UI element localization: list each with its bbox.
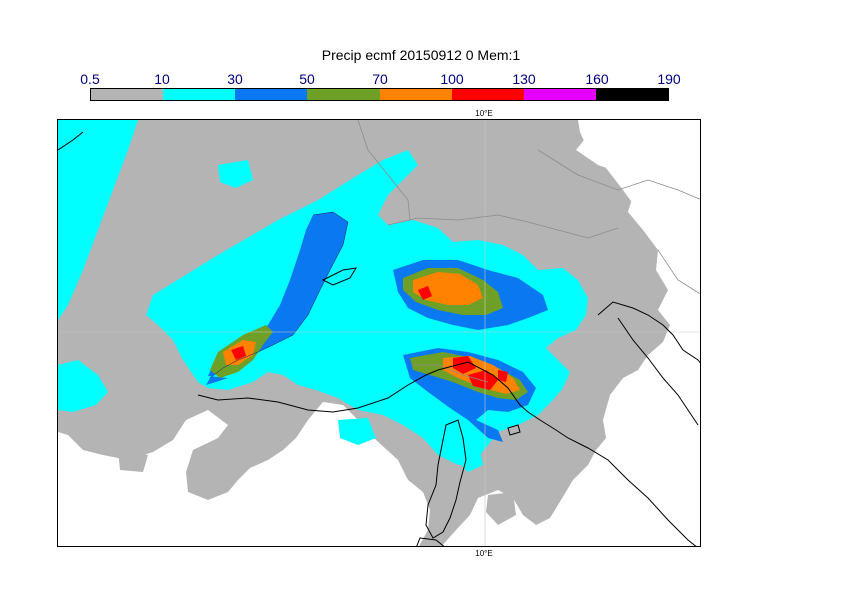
precip-band-1-patch-4 (338, 418, 376, 445)
band-2-outline (209, 211, 349, 379)
legend-tick-7: 160 (585, 71, 609, 87)
elba-island (507, 424, 521, 436)
country-border-2 (387, 214, 619, 239)
colorbar-segment-7 (595, 89, 668, 100)
corsica-island (425, 419, 467, 539)
colorbar-segment-5 (451, 89, 524, 100)
colorbar-segment-2 (235, 89, 308, 100)
precip-map (58, 120, 700, 546)
sardinia-island (416, 537, 445, 546)
legend-tick-2: 30 (227, 71, 243, 87)
colorbar-segment-3 (307, 89, 380, 100)
legend-tick-8: 190 (657, 71, 681, 87)
legend-tick-4: 70 (372, 71, 388, 87)
legend-tick-5: 100 (440, 71, 464, 87)
coastline-italy-west (527, 411, 697, 546)
lon-label-bottom: 10°E (475, 549, 493, 558)
precip-band-5-patch-3 (468, 370, 498, 390)
lon-label-top: 10°E (475, 109, 493, 118)
clear-area-northeast (578, 120, 700, 270)
legend-tick-6: 130 (512, 71, 536, 87)
legend-tick-1: 10 (154, 71, 170, 87)
map-panel[interactable] (57, 119, 701, 547)
precip-band-5-patch-1 (418, 286, 432, 300)
precip-band-2 (206, 212, 348, 385)
colorbar-segment-0 (91, 89, 164, 100)
country-border-3 (537, 149, 700, 200)
country-border-4 (657, 249, 700, 295)
colorbar-segment-6 (523, 89, 596, 100)
precip-band-4-patch-1 (413, 272, 483, 305)
coastline-france-south (58, 131, 529, 413)
colorbar-segment-4 (379, 89, 452, 100)
precip-band-1-patch-1 (58, 360, 108, 412)
precip-band-5 (231, 346, 246, 360)
coastline-italy-east (617, 317, 699, 426)
precip-band-1-patch-2 (218, 160, 253, 188)
legend-tick-0: 0.5 (80, 71, 100, 87)
colorbar (90, 88, 669, 101)
precip-band-0-patch-2 (486, 492, 516, 525)
precip-band-1-patch-3 (456, 442, 483, 472)
coastline-adriatic (597, 301, 700, 364)
country-border-1 (357, 120, 411, 221)
legend-tick-3: 50 (299, 71, 315, 87)
precip-band-5-patch-4 (498, 370, 508, 382)
lake-geneva (321, 267, 357, 286)
country-border-5 (413, 364, 489, 383)
colorbar-segment-1 (163, 89, 236, 100)
precip-band-0-patch-1 (118, 450, 148, 472)
precip-band-5-patch-2 (453, 356, 476, 374)
map-title: Precip ecmf 20150912 0 Mem:1 (321, 47, 521, 63)
